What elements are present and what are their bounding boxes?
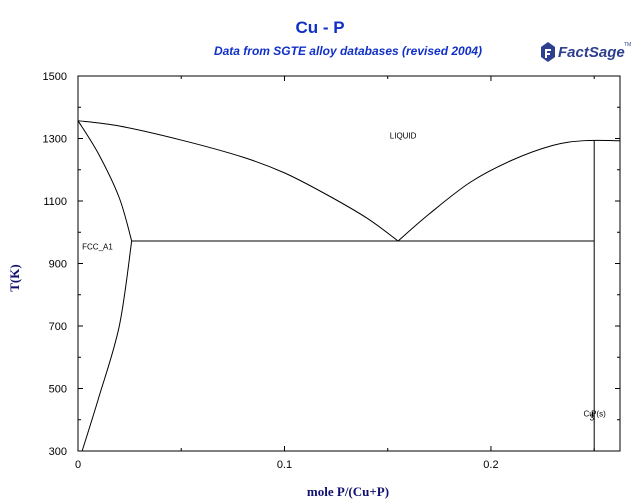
- factsage-logo-text: FactSage: [558, 44, 625, 61]
- annotation-label-2: Cu: [583, 410, 593, 419]
- annotation-label-4: P(s): [591, 410, 606, 419]
- factsage-logo: FactSage TM: [540, 38, 636, 72]
- plot-frame: [77, 75, 621, 452]
- y-tick-label: 1300: [43, 134, 67, 146]
- x-tick-label: 0.1: [277, 459, 292, 471]
- chart-title: Cu - P: [295, 18, 345, 37]
- x-axis-label: mole P/(Cu+P): [306, 484, 390, 499]
- y-tick-label: 1500: [43, 71, 67, 83]
- series-line-3: [81, 240, 133, 452]
- ticks-layer: 300 500 700 900 1100 1300 1500 0 0.1 0.2: [43, 71, 620, 471]
- factsage-logo-icon: [541, 42, 555, 62]
- y-tick-label: 500: [49, 384, 67, 396]
- annotation-label-0: LIQUID: [390, 132, 417, 141]
- series-line-0: [77, 120, 399, 242]
- factsage-logo-tm: TM: [624, 42, 632, 48]
- annotation-label-3: 3: [590, 413, 595, 422]
- series-line-1: [397, 139, 621, 242]
- y-tick-label: 1100: [43, 196, 67, 208]
- y-tick-label: 300: [49, 446, 67, 458]
- chart-subtitle: Data from SGTE alloy databases (revised …: [213, 44, 483, 58]
- x-tick-label: 0.2: [483, 459, 498, 471]
- y-tick-label: 700: [49, 321, 67, 333]
- axes-layer: [77, 75, 621, 452]
- y-tick-label: 900: [49, 259, 67, 271]
- x-tick-label: 0: [75, 459, 81, 471]
- series-line-2: [77, 120, 133, 242]
- annotation-label-1: FCC_A1: [82, 242, 113, 251]
- series-layer: [77, 120, 621, 452]
